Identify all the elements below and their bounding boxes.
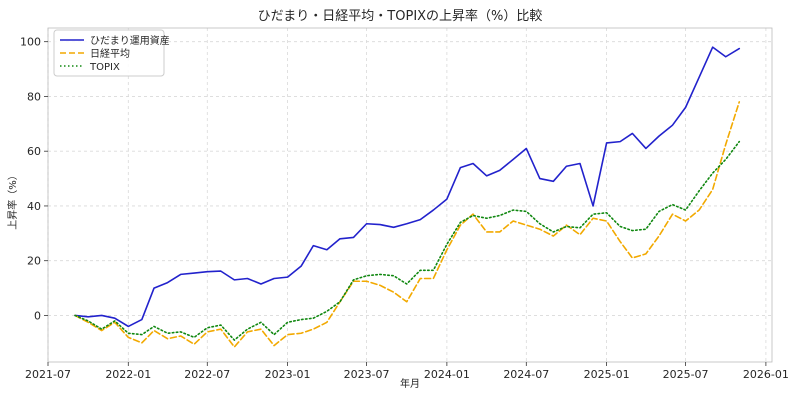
grid (47, 28, 772, 362)
x-tick-label: 2021-07 (25, 368, 71, 381)
y-tick-label: 40 (27, 200, 41, 213)
legend-label-hidamari: ひだまり運用資産 (90, 34, 170, 47)
x-tick-label: 2026-01 (743, 368, 789, 381)
y-tick-label: 20 (27, 255, 41, 268)
y-tick-label: 60 (27, 145, 41, 158)
x-tick-label: 2023-07 (344, 368, 390, 381)
x-tick-label: 2022-01 (105, 368, 151, 381)
series-line-topix (74, 140, 741, 341)
y-tick-label: 80 (27, 90, 41, 103)
plot-frame (47, 27, 773, 363)
x-tick-label: 2023-01 (265, 368, 311, 381)
legend-box (53, 29, 165, 77)
y-tick-label: 100 (20, 36, 41, 49)
x-tick-label: 2022-07 (184, 368, 230, 381)
x-tick-label: 2024-01 (424, 368, 470, 381)
series-layer (74, 46, 741, 348)
y-axis-label: 上昇率（%） (6, 170, 19, 230)
legend-label-nikkei: 日経平均 (90, 47, 130, 60)
x-tick-label: 2024-07 (503, 368, 549, 381)
x-axis-label: 年月 (400, 377, 420, 390)
legend: ひだまり運用資産 日経平均 TOPIX (53, 29, 170, 77)
series-line-hidamari (74, 46, 741, 328)
axes: 0 20 40 60 80 100 2021-07 2022-01 2022-07 2023-01… (20, 27, 789, 381)
series-line-nikkei (74, 101, 741, 348)
chart-title: ひだまり・日経平均・TOPIXの上昇率（%）比較 (258, 8, 543, 24)
x-tick-label: 2025-01 (584, 368, 630, 381)
y-tick-label: 0 (34, 309, 41, 322)
x-tick-label: 2025-07 (663, 368, 709, 381)
legend-label-topix: TOPIX (89, 62, 120, 73)
